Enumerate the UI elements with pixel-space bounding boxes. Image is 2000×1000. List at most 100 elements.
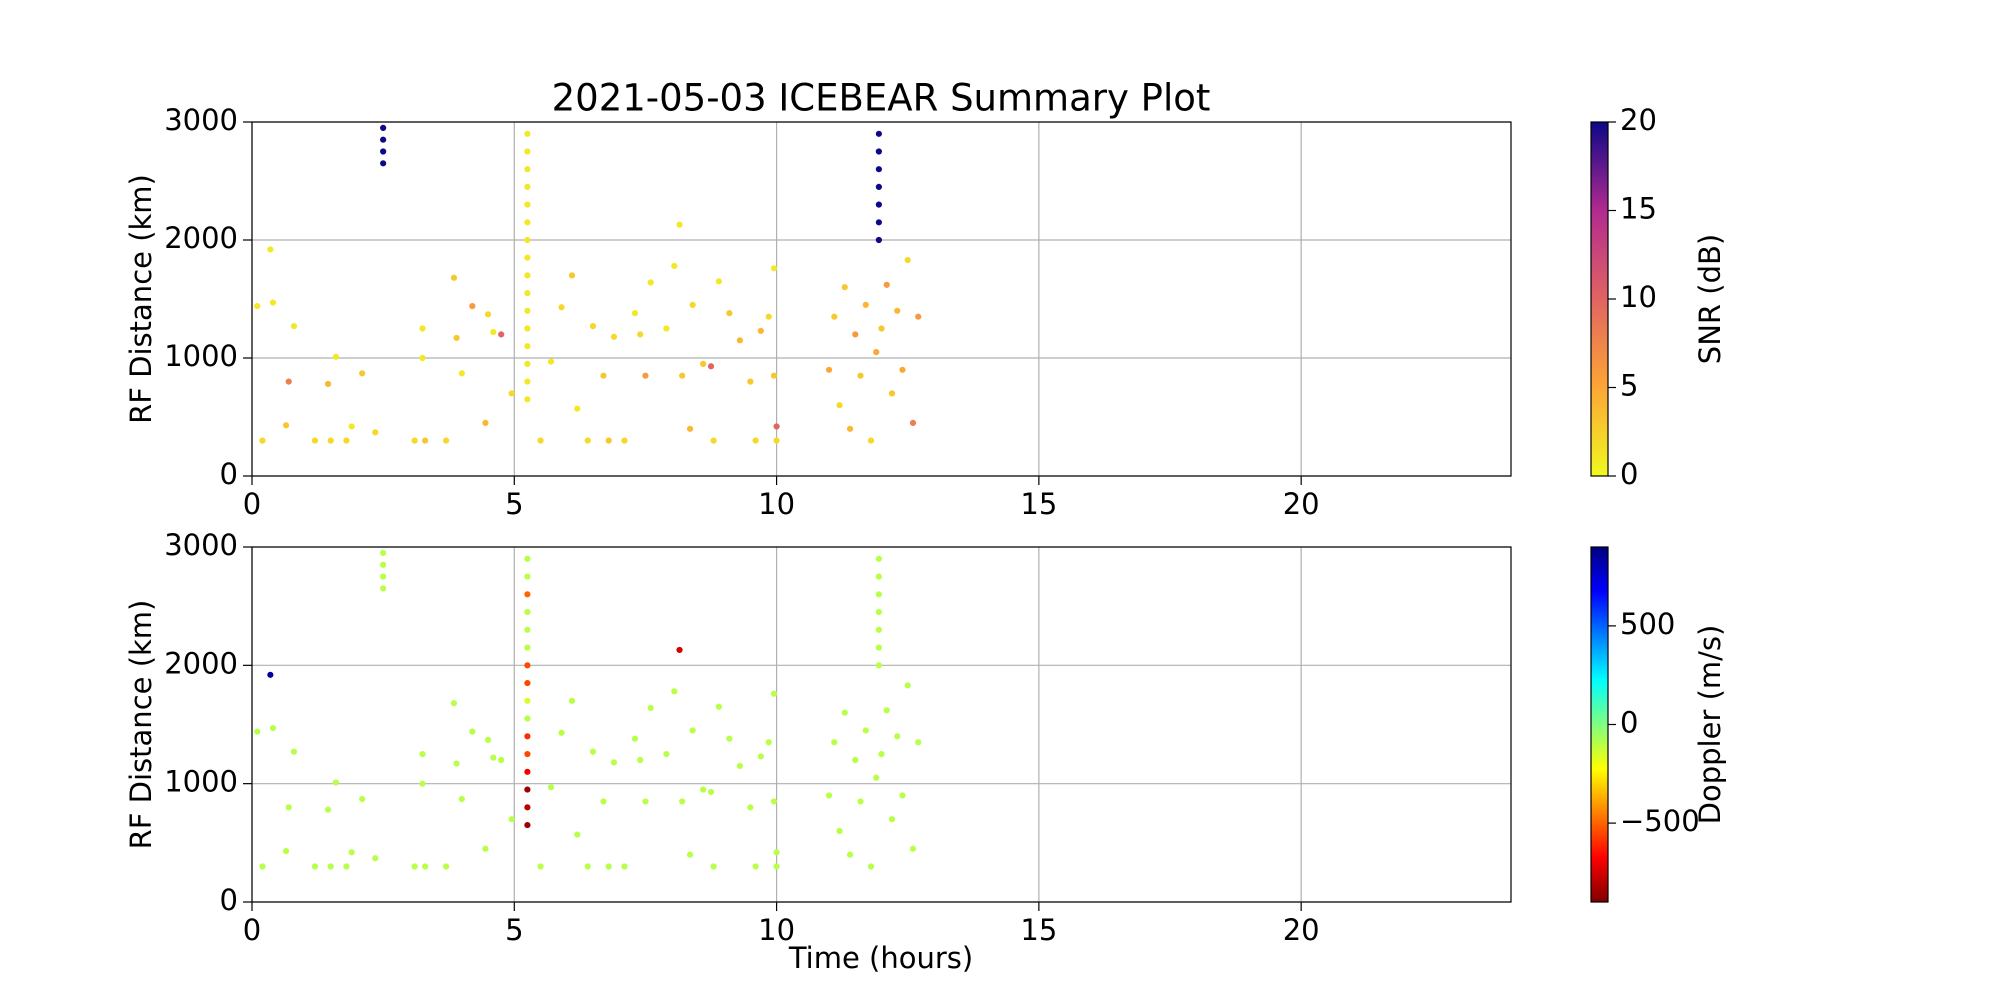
- point: [453, 334, 460, 342]
- point: [873, 349, 880, 356]
- point: [453, 760, 460, 767]
- point: [537, 863, 544, 870]
- point: [269, 299, 277, 306]
- axes-frame: [251, 121, 1512, 477]
- point: [524, 715, 531, 722]
- point: [857, 798, 864, 805]
- point: [311, 863, 319, 870]
- axes-frame: [251, 546, 1512, 903]
- point: [311, 437, 319, 444]
- point: [524, 644, 531, 651]
- point: [343, 863, 350, 870]
- point: [508, 816, 515, 823]
- point: [524, 290, 531, 297]
- point: [875, 219, 882, 226]
- point: [605, 437, 612, 444]
- point: [642, 372, 649, 379]
- point: [875, 644, 882, 651]
- point: [899, 792, 906, 799]
- colorbar-tick-label: 10: [1620, 280, 1657, 314]
- point: [324, 380, 332, 388]
- point: [524, 307, 531, 314]
- point: [290, 323, 298, 330]
- point: [490, 328, 497, 336]
- colorbar: [1590, 121, 1609, 477]
- colorbar-label: Doppler (m/s): [1693, 625, 1727, 825]
- point: [909, 419, 917, 427]
- y-tick-label: 0: [220, 883, 238, 917]
- point: [484, 736, 492, 743]
- point: [524, 750, 531, 758]
- point: [547, 358, 555, 365]
- y-axis-label: RF Distance (km): [124, 174, 158, 424]
- point: [482, 419, 489, 427]
- point: [380, 136, 387, 143]
- point: [647, 279, 654, 286]
- point: [372, 855, 379, 862]
- point: [679, 372, 686, 379]
- point: [710, 437, 717, 444]
- point: [862, 301, 869, 309]
- point: [524, 821, 531, 829]
- point: [482, 845, 489, 852]
- point: [348, 423, 355, 430]
- point: [825, 366, 833, 373]
- point: [524, 804, 531, 811]
- point: [875, 130, 882, 137]
- point: [671, 688, 678, 695]
- point: [422, 863, 429, 870]
- point: [875, 183, 882, 190]
- point: [524, 130, 531, 137]
- point: [883, 707, 890, 714]
- point: [524, 254, 531, 261]
- point: [332, 779, 340, 786]
- point: [857, 372, 864, 379]
- colorbar-tick-label: 0: [1620, 457, 1638, 491]
- point: [875, 148, 882, 155]
- point: [852, 331, 859, 338]
- point: [676, 646, 683, 654]
- point: [458, 370, 465, 377]
- point: [773, 437, 780, 444]
- colorbar-tick-label: 5: [1620, 369, 1638, 403]
- point: [841, 284, 848, 291]
- x-axis-label: Time (hours): [788, 941, 973, 975]
- point: [327, 863, 334, 870]
- point: [770, 798, 778, 805]
- point: [637, 756, 644, 764]
- point: [894, 307, 901, 314]
- point: [380, 561, 387, 568]
- point: [726, 735, 733, 742]
- colorbar: [1590, 546, 1609, 903]
- point: [715, 278, 722, 285]
- point: [773, 423, 780, 430]
- point: [736, 762, 743, 770]
- point: [676, 221, 683, 228]
- point: [875, 608, 882, 616]
- point: [411, 437, 418, 444]
- point: [736, 337, 743, 344]
- point: [524, 272, 531, 279]
- point: [765, 313, 772, 320]
- point: [332, 353, 340, 360]
- point: [380, 573, 387, 580]
- y-tick-label: 1000: [164, 765, 238, 799]
- point: [726, 310, 733, 317]
- point: [411, 863, 418, 870]
- point: [469, 302, 476, 310]
- point: [254, 302, 261, 310]
- point: [904, 256, 911, 264]
- point: [747, 378, 754, 385]
- point: [875, 555, 882, 562]
- point: [836, 827, 843, 835]
- point: [285, 378, 292, 385]
- point: [524, 219, 531, 226]
- point: [524, 166, 531, 173]
- point: [686, 851, 694, 858]
- y-tick-label: 2000: [164, 221, 238, 255]
- point: [267, 246, 274, 253]
- point: [846, 851, 854, 858]
- point: [584, 437, 591, 444]
- x-tick-label: 20: [1283, 913, 1320, 947]
